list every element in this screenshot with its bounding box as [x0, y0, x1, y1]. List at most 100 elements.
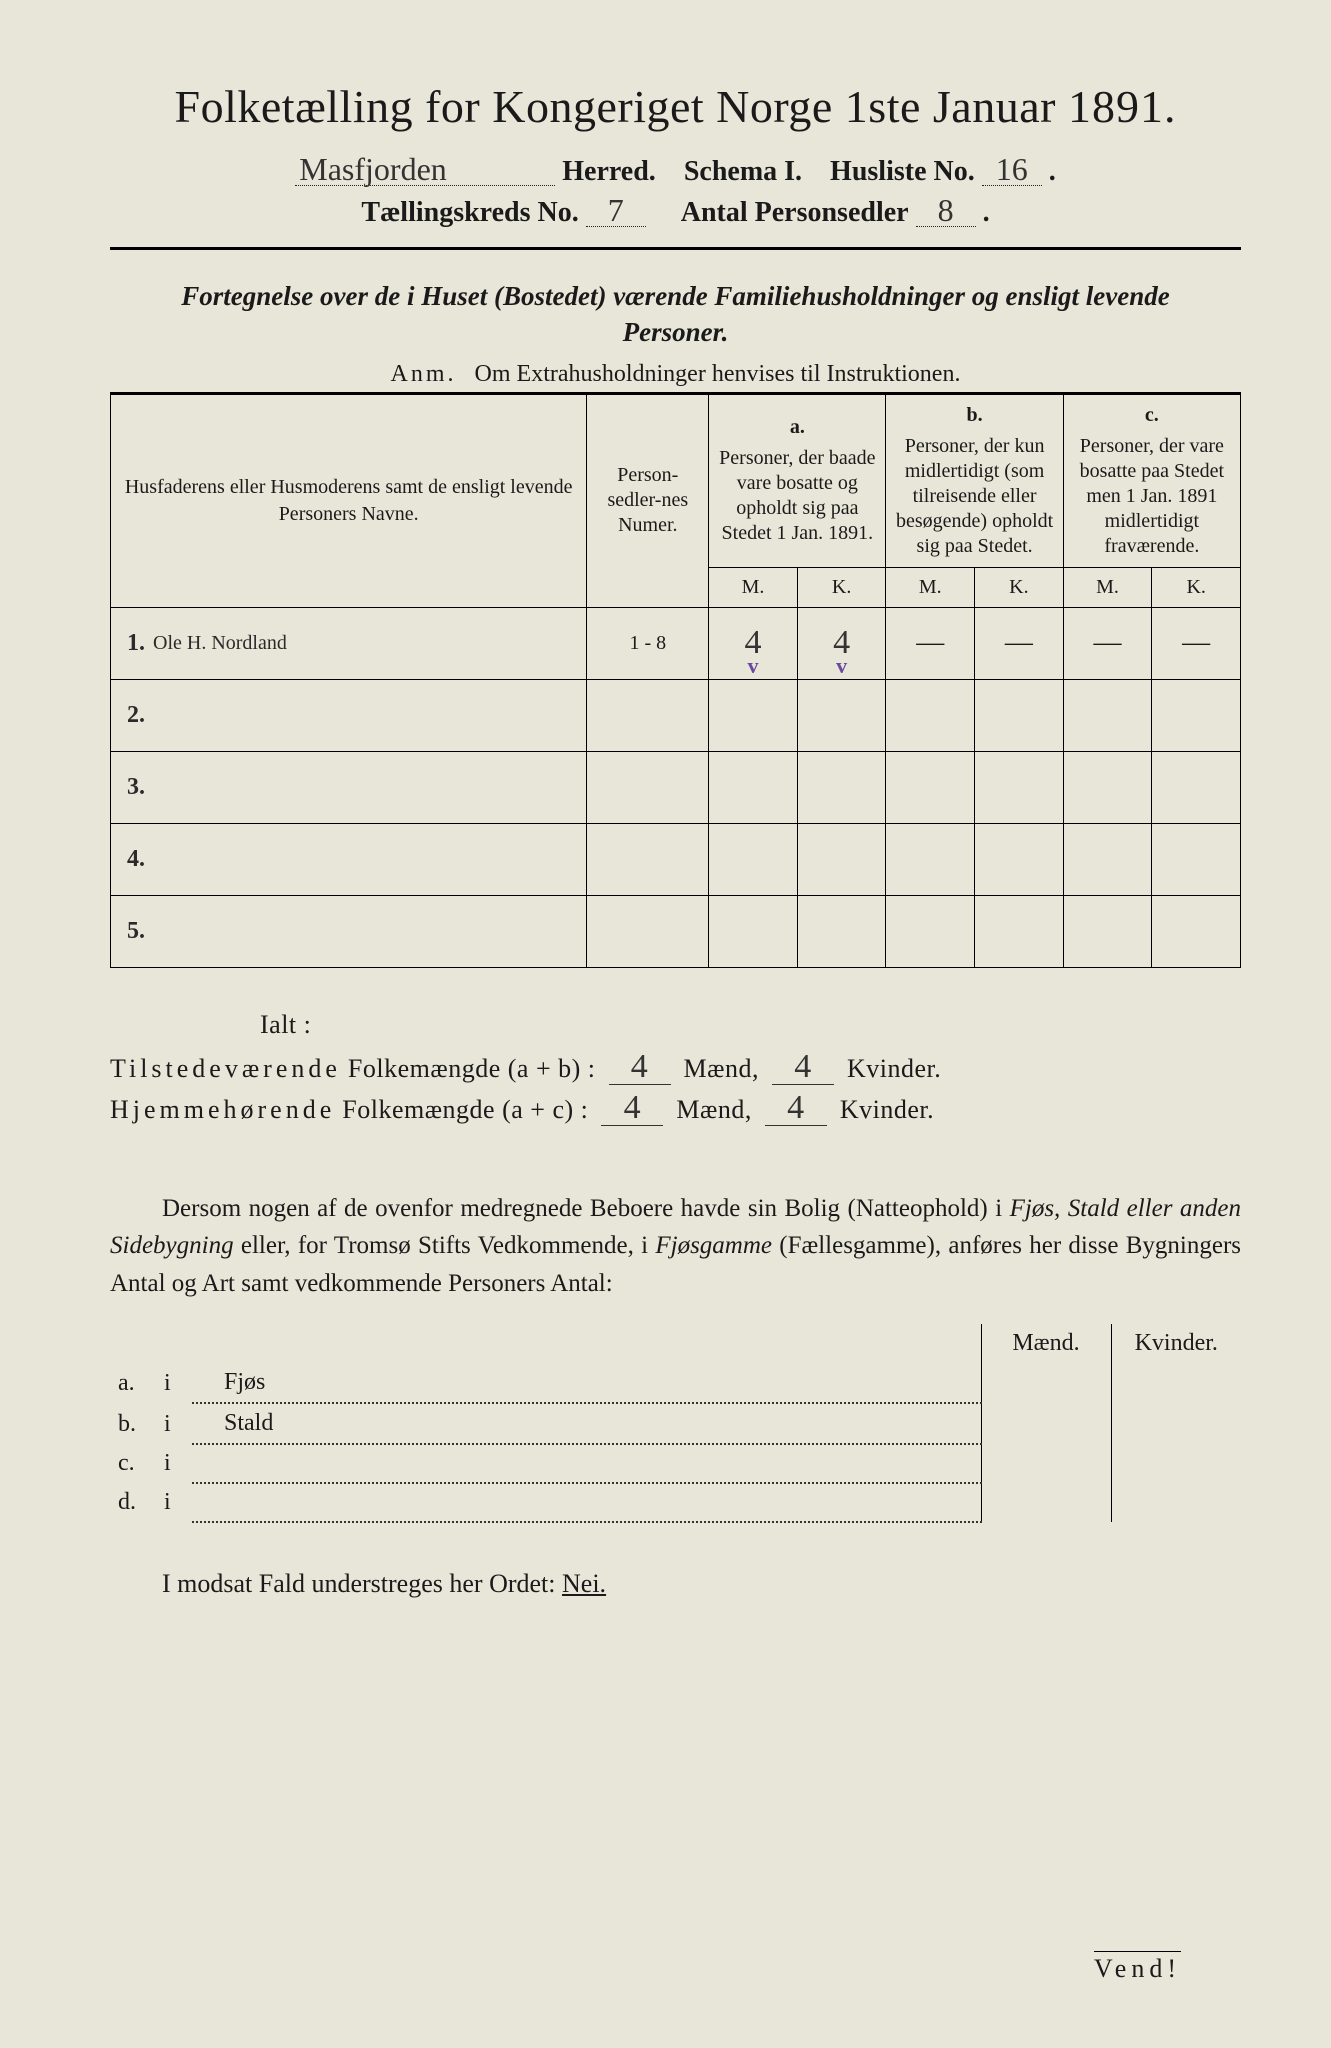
value-cell: [975, 823, 1064, 895]
antal-value: 8: [916, 194, 976, 227]
census-form-page: Folketælling for Kongeriget Norge 1ste J…: [0, 0, 1331, 2048]
maend-label-1: Mænd,: [684, 1054, 759, 1083]
side-row: c.i: [110, 1444, 1241, 1483]
side-i: i: [156, 1363, 192, 1403]
herred-value: Masfjorden: [295, 153, 555, 186]
side-lab: b.: [110, 1403, 156, 1444]
side-lab: d.: [110, 1483, 156, 1522]
value-cell: —: [975, 607, 1064, 679]
sedler-cell: [587, 823, 709, 895]
hjemme-label: Hjemmehørende: [110, 1095, 335, 1124]
value-cell: [975, 679, 1064, 751]
group-a-label: a.: [715, 415, 879, 440]
husliste-value: 16: [982, 153, 1042, 186]
col-b-m: M.: [886, 567, 975, 607]
ab-maend-value: 4: [631, 1048, 649, 1085]
ab-kvinder-value: 4: [794, 1048, 812, 1085]
sedler-cell: [587, 895, 709, 967]
ac-mid: Folkemængde (a + c) :: [342, 1095, 588, 1124]
sedler-cell: [587, 679, 709, 751]
name-cell: 3.: [111, 751, 587, 823]
value-cell: [1152, 679, 1241, 751]
col-group-c: c. Personer, der vare bosatte paa Stedet…: [1063, 393, 1240, 567]
ab-mid: Folkemængde (a + b) :: [348, 1054, 596, 1083]
anm-prefix: Anm.: [391, 361, 457, 387]
main-table: Husfaderens eller Husmoderens samt de en…: [110, 392, 1241, 968]
side-i: i: [156, 1403, 192, 1444]
checkmark-icon: v: [836, 653, 847, 679]
ialt-label: Ialt :: [260, 1010, 1241, 1040]
para-t2: eller, for Tromsø Stifts Vedkommende, i: [234, 1232, 656, 1259]
vend-label: Vend!: [1094, 1951, 1181, 1984]
value-cell: [709, 895, 798, 967]
table-row: 2.: [111, 679, 1241, 751]
table-row: 4.: [111, 823, 1241, 895]
side-maend-head: Mænd.: [981, 1324, 1111, 1363]
side-lab: c.: [110, 1444, 156, 1483]
value-cell: [1063, 823, 1152, 895]
side-text: [192, 1444, 981, 1483]
checkmark-icon: v: [748, 653, 759, 679]
value-cell: —: [1063, 607, 1152, 679]
para-it2: Fjøsgamme: [655, 1232, 772, 1259]
header-line-1: Masfjorden Herred. Schema I. Husliste No…: [110, 153, 1241, 188]
ac-maend-value: 4: [624, 1089, 642, 1126]
side-text: [192, 1483, 981, 1522]
side-kvinder-cell: [1111, 1483, 1241, 1522]
side-lab: a.: [110, 1363, 156, 1403]
kreds-value: 7: [586, 194, 646, 227]
value-cell: [797, 679, 886, 751]
person-name: Ole H. Nordland: [153, 632, 287, 655]
footer-nei: Nei.: [562, 1569, 606, 1598]
page-title: Folketælling for Kongeriget Norge 1ste J…: [110, 80, 1241, 133]
name-cell: 1.Ole H. Nordland: [111, 607, 587, 679]
totals-row-ac: Hjemmehørende Folkemængde (a + c) : 4 Mæ…: [110, 1093, 1241, 1126]
tilstede-label: Tilstedeværende: [110, 1054, 341, 1083]
side-i: i: [156, 1483, 192, 1522]
footer-text: I modsat Fald understreges her Ordet:: [162, 1569, 562, 1598]
row-number: 4.: [117, 846, 153, 873]
side-maend-cell: [981, 1483, 1111, 1522]
sedler-cell: [587, 751, 709, 823]
anm-line: Anm. Om Extrahusholdninger henvises til …: [110, 361, 1241, 388]
value-cell: [1063, 679, 1152, 751]
kvinder-label-2: Kvinder.: [840, 1095, 934, 1124]
group-c-text: Personer, der vare bosatte paa Stedet me…: [1070, 434, 1234, 559]
value-cell: [709, 751, 798, 823]
value-cell: 4v: [709, 607, 798, 679]
header-line-2: Tællingskreds No. 7 Antal Personsedler 8…: [110, 194, 1241, 229]
value-cell: [797, 823, 886, 895]
value-cell: —: [886, 607, 975, 679]
value-cell: [1152, 823, 1241, 895]
schema-label: Schema I.: [684, 156, 802, 187]
side-i: i: [156, 1444, 192, 1483]
side-kvinder-cell: [1111, 1403, 1241, 1444]
maend-label-2: Mænd,: [676, 1095, 751, 1124]
kreds-label: Tællingskreds No.: [361, 197, 578, 228]
col-b-k: K.: [975, 567, 1064, 607]
kvinder-label-1: Kvinder.: [847, 1054, 941, 1083]
name-cell: 4.: [111, 823, 587, 895]
group-b-label: b.: [892, 403, 1056, 428]
row-number: 2.: [117, 702, 153, 729]
side-kvinder-cell: [1111, 1444, 1241, 1483]
explanatory-paragraph: Dersom nogen af de ovenfor medregnede Be…: [110, 1190, 1241, 1303]
row-number: 1.: [117, 630, 153, 657]
value-cell: [886, 751, 975, 823]
row-number: 3.: [117, 774, 153, 801]
value-cell: [797, 751, 886, 823]
value-cell: [975, 751, 1064, 823]
value-cell: [1152, 751, 1241, 823]
anm-text: Om Extrahusholdninger henvises til Instr…: [475, 361, 961, 387]
side-maend-cell: [981, 1403, 1111, 1444]
side-row: d.i: [110, 1483, 1241, 1522]
side-text: Stald: [192, 1403, 981, 1444]
value-cell: [1152, 895, 1241, 967]
col-head-names: Husfaderens eller Husmoderens samt de en…: [111, 393, 587, 607]
side-row: a.i Fjøs: [110, 1363, 1241, 1403]
table-row: 5.: [111, 895, 1241, 967]
value-cell: [886, 895, 975, 967]
side-maend-cell: [981, 1363, 1111, 1403]
herred-label: Herred.: [562, 156, 656, 187]
col-group-b: b. Personer, der kun midlertidigt (som t…: [886, 393, 1063, 567]
